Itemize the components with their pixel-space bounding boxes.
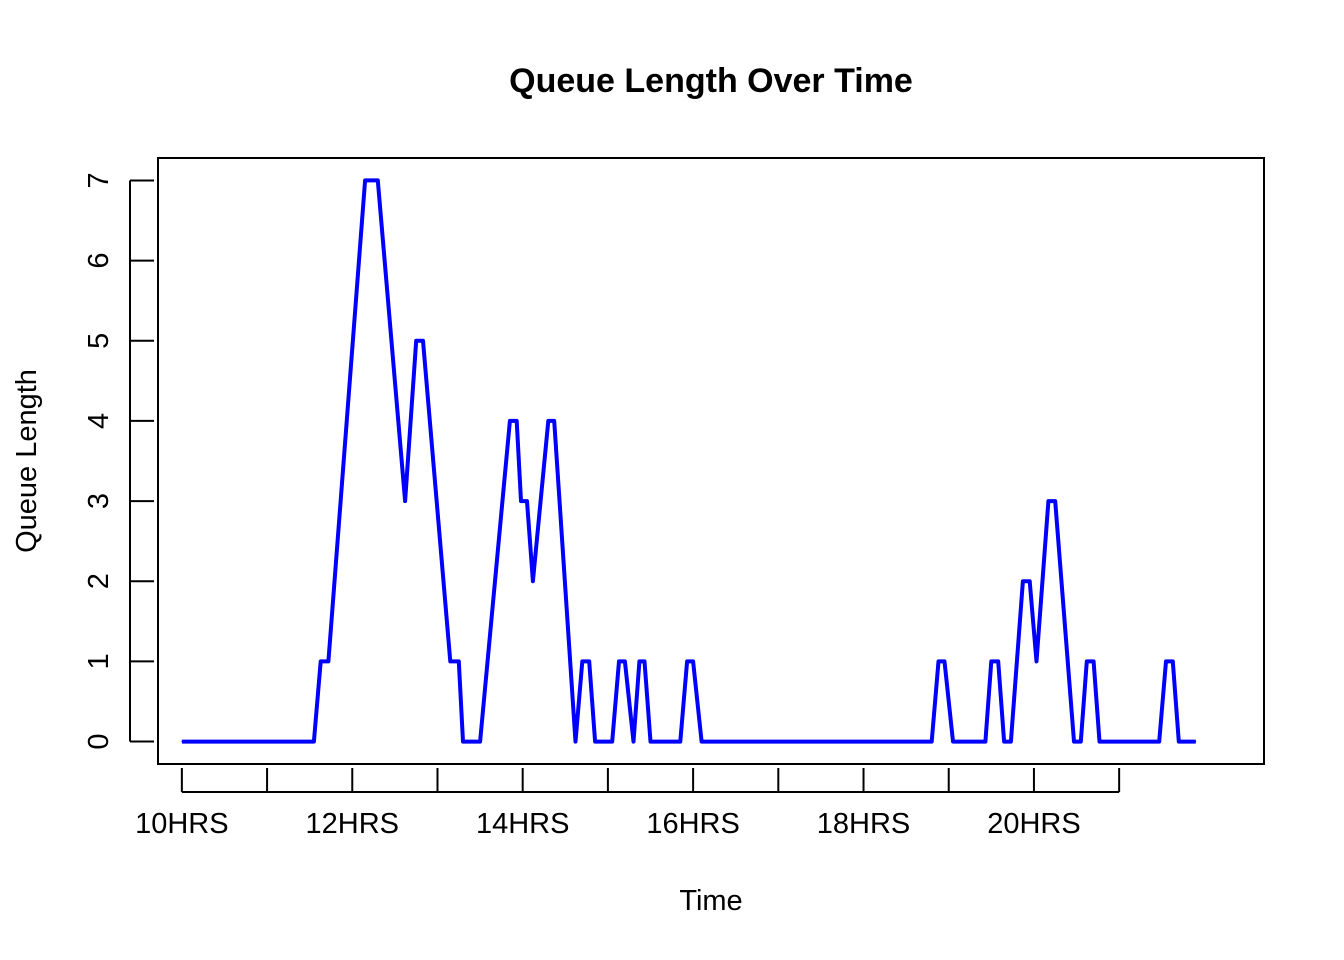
data-point [1165, 660, 1167, 662]
y-axis-label: Queue Length [11, 369, 43, 553]
data-point [532, 580, 534, 582]
data-point [701, 741, 703, 743]
data-point [415, 340, 417, 342]
data-point [547, 420, 549, 422]
data-point [377, 179, 379, 181]
data-point [526, 500, 528, 502]
y-axis: 0 1 2 3 4 5 6 7 [83, 172, 154, 750]
data-point [611, 741, 613, 743]
data-point [1073, 741, 1075, 743]
data-point [1178, 741, 1180, 743]
data-point [692, 660, 694, 662]
data-point [990, 660, 992, 662]
data-point [181, 741, 183, 743]
plot-area-border [157, 157, 1265, 765]
x-tick-label: 10HRS [135, 808, 229, 840]
data-point [638, 660, 640, 662]
data-point [404, 500, 406, 502]
y-tick-label: 2 [83, 573, 115, 589]
x-tick-label: 18HRS [817, 808, 911, 840]
y-tick-label: 1 [83, 653, 115, 669]
data-point [520, 500, 522, 502]
data-point [516, 420, 518, 422]
data-point [938, 660, 939, 662]
data-point [588, 660, 590, 662]
data-point [1003, 741, 1005, 743]
data-point [364, 179, 366, 181]
data-point [1172, 660, 1174, 662]
data-point [618, 660, 620, 662]
data-point [944, 660, 945, 662]
data-point [1093, 660, 1095, 662]
series-line-1 [181, 178, 1196, 744]
data-point [479, 741, 481, 743]
data-point [422, 340, 424, 342]
data-point [594, 741, 596, 743]
x-axis-label: Time [679, 885, 742, 917]
data-point [575, 741, 576, 743]
chart-title: Queue Length Over Time [509, 62, 913, 100]
data-point [1158, 741, 1160, 743]
data-point [449, 660, 451, 662]
data-point [458, 660, 460, 662]
data-point [644, 660, 645, 662]
data-point [1029, 580, 1031, 582]
data-point [1047, 500, 1049, 502]
data-point [997, 660, 999, 662]
y-tick-label: 6 [83, 253, 115, 269]
data-point [1195, 741, 1197, 743]
y-tick-label: 4 [83, 413, 115, 429]
x-tick-label: 16HRS [646, 808, 740, 840]
data-point [1080, 741, 1082, 743]
data-point [1054, 500, 1056, 502]
data-point [633, 741, 634, 743]
series-layer [181, 178, 1197, 744]
data-point [509, 420, 511, 422]
data-point [1022, 580, 1024, 582]
data-point [1036, 660, 1037, 662]
data-point [650, 741, 651, 743]
x-axis: 10HRS 12HRS 14HRS 16HRS 18HRS 20HRS [135, 768, 1121, 840]
data-point [581, 660, 583, 662]
x-tick-label: 12HRS [306, 808, 400, 840]
data-point [313, 741, 315, 743]
data-point [1099, 741, 1100, 743]
data-point [624, 660, 626, 662]
data-point [327, 660, 329, 662]
x-tick-label: 14HRS [476, 808, 570, 840]
data-point [679, 741, 681, 743]
data-point [1086, 660, 1088, 662]
data-point [984, 741, 986, 743]
y-tick-label: 3 [83, 493, 115, 509]
data-point [320, 660, 322, 662]
data-point [462, 741, 464, 743]
data-point [1010, 741, 1012, 743]
y-tick-label: 7 [83, 172, 115, 188]
y-tick-label: 0 [83, 733, 115, 749]
y-tick-label: 5 [83, 333, 115, 349]
data-point [931, 741, 933, 743]
data-point [686, 660, 688, 662]
data-point [952, 741, 954, 743]
data-point [553, 420, 555, 422]
x-tick-label: 20HRS [987, 808, 1081, 840]
